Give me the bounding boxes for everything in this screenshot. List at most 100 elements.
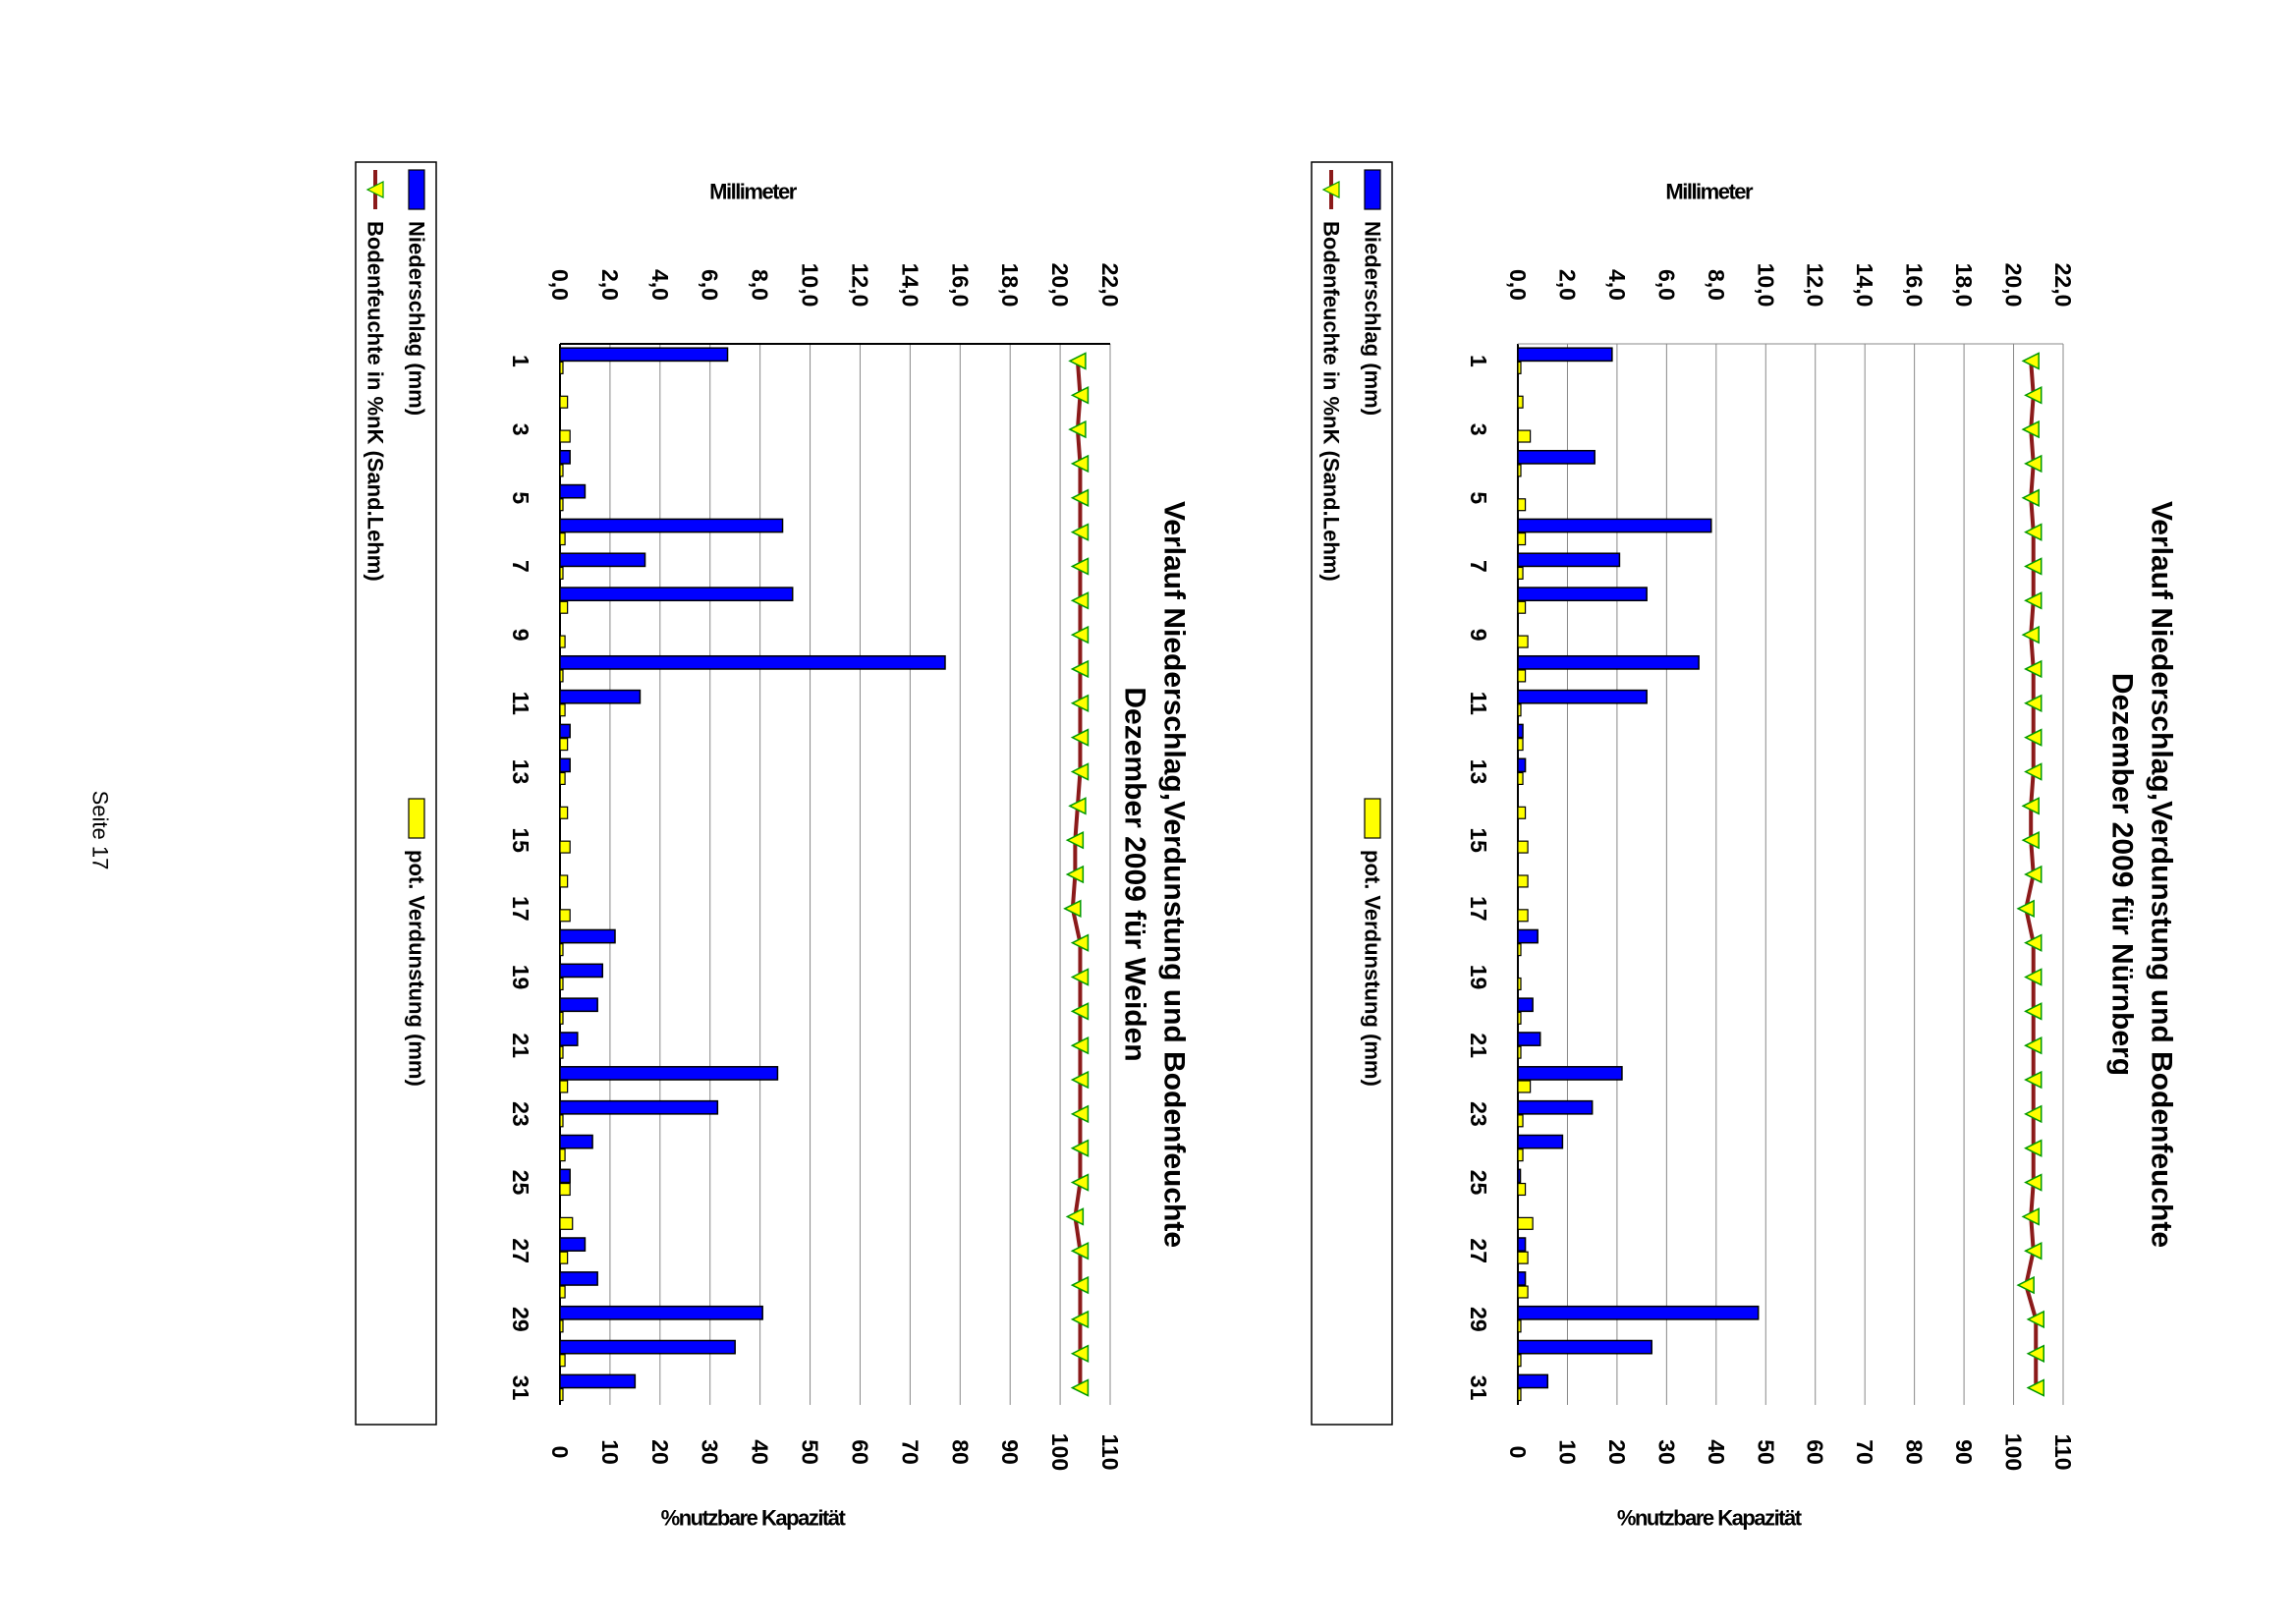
category-label: 31 bbox=[508, 1375, 533, 1401]
tick-label-pct: 110 bbox=[2050, 1433, 2076, 1470]
tick-label-pct: 110 bbox=[1097, 1433, 1123, 1470]
evap-bar bbox=[1517, 635, 1529, 648]
tick-label-mm: 6,0 bbox=[1653, 269, 1679, 301]
soil-moisture-marker bbox=[2026, 1310, 2044, 1329]
soil-moisture-marker bbox=[1068, 352, 1087, 370]
soil-moisture-marker bbox=[2024, 762, 2043, 781]
y-axis-title-right: %nutzbare Kapazität bbox=[1617, 1506, 1803, 1531]
precip-bar bbox=[1517, 928, 1539, 944]
evap-bar bbox=[559, 464, 564, 477]
soil-moisture-marker bbox=[2024, 1002, 2043, 1021]
evap-bar bbox=[559, 1354, 566, 1368]
category-label: 15 bbox=[1466, 827, 1491, 853]
legend-label-precip: Niederschlag (mm) bbox=[1361, 221, 1385, 416]
precip-bar bbox=[1517, 1237, 1527, 1252]
evap-bar bbox=[559, 361, 564, 374]
category-label: 15 bbox=[508, 827, 533, 853]
category-label: 9 bbox=[508, 629, 533, 642]
tick-label-pct: 40 bbox=[1704, 1439, 1729, 1465]
soil-moisture-marker bbox=[2024, 557, 2043, 576]
evap-bar bbox=[559, 1148, 566, 1162]
evap-bar bbox=[559, 977, 564, 991]
soil-moisture-marker bbox=[1070, 1104, 1090, 1124]
soil-moisture-marker bbox=[1070, 488, 1090, 507]
category-label: 19 bbox=[508, 965, 533, 990]
evap-bar bbox=[1517, 909, 1529, 923]
soil-moisture-marker bbox=[1070, 523, 1090, 541]
precip-bar bbox=[559, 997, 598, 1013]
evap-bar bbox=[559, 1011, 564, 1025]
precip-bar bbox=[559, 928, 616, 944]
legend-swatch-soil-marker bbox=[1321, 181, 1340, 198]
evap-bar bbox=[559, 1319, 564, 1333]
soil-moisture-marker bbox=[1065, 1207, 1085, 1226]
evap-bar bbox=[559, 1387, 564, 1402]
soil-moisture-marker bbox=[1068, 420, 1087, 439]
tick-label-mm: 0,0 bbox=[547, 269, 573, 301]
soil-moisture-marker bbox=[2016, 1275, 2035, 1295]
tick-label-pct: 10 bbox=[597, 1439, 623, 1465]
precip-bar bbox=[559, 1373, 637, 1389]
evap-bar bbox=[1517, 1114, 1524, 1128]
chart-nuernberg: 0,0 2,0 4,0 6,0 8,0 10,0 12,0 14,0 16,0 18,0 20,0 2… bbox=[1311, 161, 2178, 1531]
tick-label-pct: 30 bbox=[1653, 1439, 1679, 1465]
category-label: 5 bbox=[508, 491, 533, 504]
legend-label-soil: Bodenfeuchte in %nK (Sand.Lehm) bbox=[364, 221, 388, 582]
evap-bar bbox=[559, 395, 569, 409]
chart-title-line1: Verlauf Niederschlag,Verdunstung und Bod… bbox=[1158, 501, 1191, 1248]
tick-label-pct: 40 bbox=[748, 1439, 773, 1465]
evap-bar bbox=[559, 566, 564, 580]
tick-label-pct: 80 bbox=[1902, 1439, 1928, 1465]
category-label: 23 bbox=[1466, 1101, 1491, 1127]
evap-bar bbox=[1517, 943, 1522, 957]
soil-moisture-marker bbox=[1070, 1139, 1090, 1157]
soil-moisture-marker bbox=[1070, 1070, 1090, 1090]
evap-bar bbox=[1517, 395, 1524, 409]
precip-bar bbox=[559, 1305, 763, 1320]
soil-moisture-marker bbox=[1068, 797, 1087, 815]
evap-bar bbox=[1517, 361, 1522, 374]
precip-bar bbox=[1517, 1168, 1522, 1184]
category-label: 7 bbox=[1466, 560, 1491, 573]
category-label: 21 bbox=[1466, 1033, 1491, 1058]
precip-bar bbox=[1517, 654, 1700, 670]
precip-bar bbox=[1517, 552, 1621, 568]
legend-swatch-precip bbox=[408, 169, 425, 210]
evap-bar bbox=[559, 703, 566, 717]
precip-bar bbox=[1517, 587, 1648, 602]
legend-box bbox=[355, 161, 437, 1426]
evap-bar bbox=[559, 429, 571, 443]
category-label: 31 bbox=[1466, 1375, 1491, 1401]
precip-bar bbox=[1517, 449, 1595, 465]
evap-bar bbox=[559, 1080, 569, 1093]
tick-label-mm: 8,0 bbox=[748, 269, 773, 301]
soil-moisture-marker bbox=[2024, 968, 2043, 986]
evap-bar bbox=[559, 1285, 566, 1299]
chart-weiden: 0,0 2,0 4,0 6,0 8,0 10,0 12,0 14,0 16,0 18,0 20,0 2… bbox=[355, 161, 1191, 1531]
soil-moisture-marker bbox=[2024, 454, 2043, 474]
soil-moisture-marker bbox=[1070, 968, 1090, 986]
soil-moisture-marker bbox=[2024, 1242, 2043, 1260]
category-label: 11 bbox=[508, 692, 533, 716]
evap-bar bbox=[1517, 1182, 1527, 1197]
soil-moisture-marker bbox=[1070, 1378, 1090, 1397]
evap-bar bbox=[559, 771, 566, 785]
category-label: 3 bbox=[1466, 423, 1491, 436]
category-label: 1 bbox=[508, 355, 533, 367]
soil-moisture-marker bbox=[2024, 728, 2043, 747]
soil-moisture-marker bbox=[2024, 659, 2043, 679]
evap-bar bbox=[1517, 532, 1527, 546]
precip-bar bbox=[559, 587, 794, 602]
tick-label-mm: 14,0 bbox=[897, 263, 923, 308]
soil-moisture-marker bbox=[2024, 694, 2043, 713]
category-label: 3 bbox=[508, 423, 533, 436]
soil-moisture-marker bbox=[1070, 762, 1090, 781]
tick-label-pct: 50 bbox=[798, 1439, 823, 1465]
evap-bar bbox=[1517, 1251, 1529, 1264]
precip-bar bbox=[1517, 757, 1527, 773]
tick-label-mm: 18,0 bbox=[1951, 263, 1977, 308]
evap-bar bbox=[1517, 1080, 1532, 1093]
precip-bar bbox=[559, 1134, 593, 1149]
tick-label-mm: 12,0 bbox=[847, 263, 872, 308]
